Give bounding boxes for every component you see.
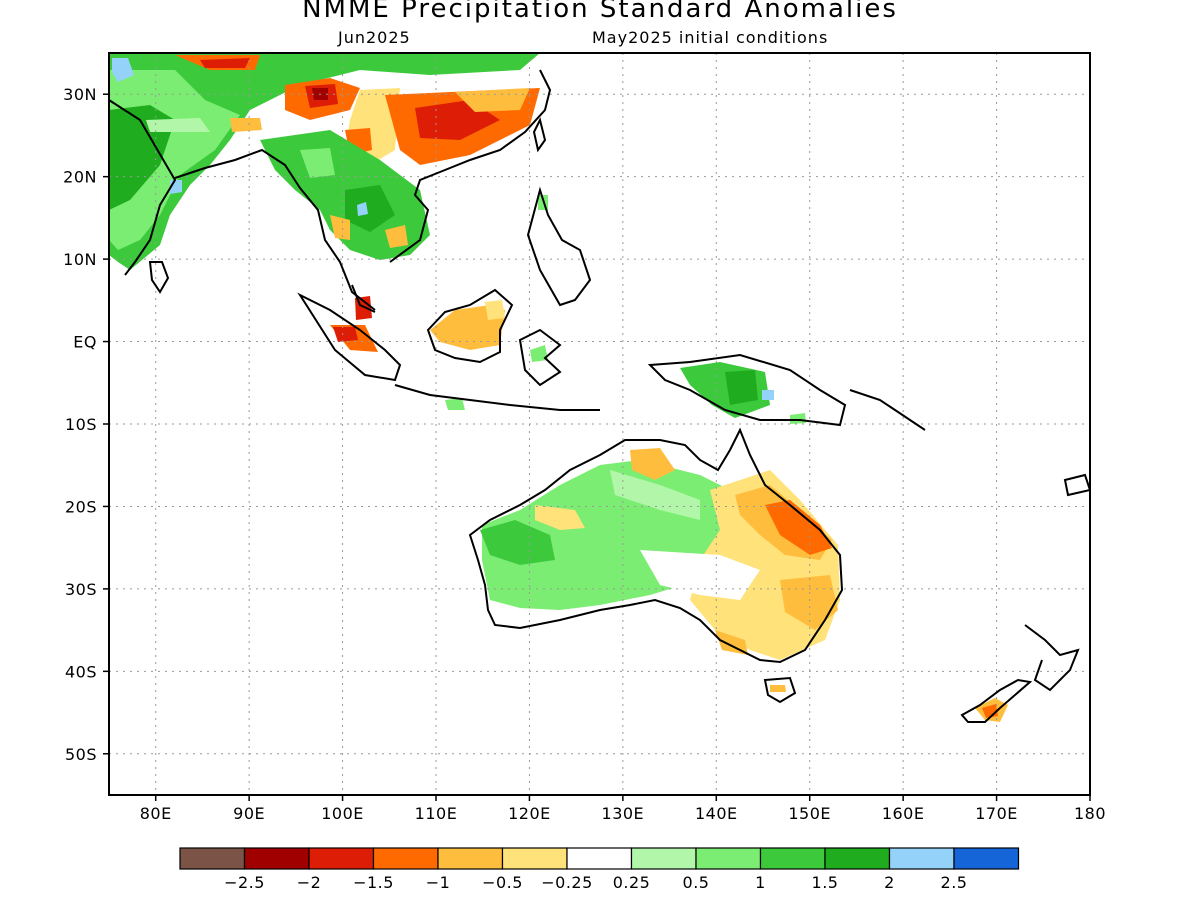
color-bar-label: −2 <box>297 873 322 892</box>
lon-tick-label: 90E <box>233 804 265 823</box>
central-australia-light-wet <box>610 470 700 520</box>
sri-lanka-coast <box>148 261 170 294</box>
new-guinea-coast <box>647 353 847 427</box>
color-bar-swatch <box>437 847 504 870</box>
sabah-slight-dry <box>485 300 505 320</box>
lon-tick-label: 80E <box>140 804 172 823</box>
longitude-labels: 80E 90E 100E 110E 120E 130E 140E 150E 160E 170E 18… <box>140 795 1106 823</box>
lat-tick-label: 20S <box>65 497 97 516</box>
color-bar-label: −1.5 <box>353 873 394 892</box>
bay-of-bengal-coast <box>174 148 376 311</box>
solomon-islands-coast <box>849 389 926 431</box>
australia-coast <box>468 427 844 664</box>
pilbara-slight-dry <box>535 505 585 530</box>
coastlines <box>109 69 1090 723</box>
tasmania-dry <box>770 685 786 692</box>
fiji-coast <box>1063 473 1090 497</box>
lat-tick-label: 40S <box>65 662 97 681</box>
sw-australia-strong-wet <box>480 520 555 565</box>
queensland-coast-dry <box>765 500 832 555</box>
latitude-labels: 30N 20N 10N EQ 10S 20S 30S 40S 50S <box>63 85 109 764</box>
color-bar-swatch <box>243 847 310 870</box>
color-bar-swatch <box>372 847 439 870</box>
color-bar-swatch <box>759 847 826 870</box>
thailand-strong-wet <box>345 185 395 232</box>
nz-south-coast <box>960 678 1033 723</box>
java-wet-spot <box>445 398 465 410</box>
cambodia-dry <box>385 225 408 248</box>
color-bar-swatch <box>630 847 697 870</box>
nw-himalaya-very-dry <box>200 58 250 68</box>
lon-tick-label: 120E <box>508 804 551 823</box>
lat-lon-grid <box>109 53 1090 795</box>
png-east-wet <box>790 413 806 424</box>
sumatra-coast <box>297 292 402 382</box>
lon-tick-label: 110E <box>415 804 458 823</box>
color-bar-labels: −2.5 −2 −1.5 −1 −0.5 −0.25 0.25 0.5 1 1.5 2 2.5 <box>224 873 967 892</box>
borneo-coast <box>426 288 514 364</box>
color-bar-label: 1 <box>755 873 766 892</box>
lat-tick-label: EQ <box>73 333 97 352</box>
south-china-sea-coast <box>389 69 552 263</box>
color-bar-label: 2 <box>884 873 895 892</box>
victoria-dry <box>715 630 748 655</box>
bhutan-dry <box>230 118 262 132</box>
color-bar-label: −0.25 <box>541 873 593 892</box>
sulawesi-wet-spot <box>530 345 548 362</box>
lon-tick-label: 170E <box>975 804 1018 823</box>
lon-tick-label: 130E <box>602 804 645 823</box>
india-light-wet <box>146 118 210 132</box>
color-bar-swatch <box>501 847 568 870</box>
java-lesser-sunda-coast <box>394 384 600 411</box>
borneo-dry-anomaly <box>430 305 505 350</box>
anomaly-field <box>109 53 1008 722</box>
color-bar-swatch <box>953 847 1020 870</box>
lon-tick-label: 180 <box>1074 804 1106 823</box>
myanmar-moderate-wet <box>300 148 335 178</box>
color-bar-label: 1.5 <box>812 873 839 892</box>
nz-north-coast <box>1024 624 1080 692</box>
lon-tick-label: 100E <box>321 804 364 823</box>
sulawesi-coast <box>518 328 562 387</box>
color-bar-label: 0.5 <box>683 873 710 892</box>
lat-tick-label: 20N <box>63 168 97 187</box>
lat-tick-label: 10N <box>63 250 97 269</box>
color-bar-label: −2.5 <box>224 873 265 892</box>
color-bar-label: 2.5 <box>941 873 968 892</box>
color-bar-label: −1 <box>426 873 451 892</box>
top-end-dry <box>630 448 675 480</box>
color-bar-label: −0.5 <box>482 873 523 892</box>
forecast-month: Jun2025 <box>338 28 411 47</box>
lat-tick-label: 50S <box>65 745 97 764</box>
new-guinea-very-wet <box>762 390 774 400</box>
color-bar-swatch <box>695 847 762 870</box>
sumatra-very-dry <box>333 327 358 342</box>
lon-tick-label: 150E <box>788 804 831 823</box>
map-title: NMME Precipitation Standard Anomalies <box>302 0 898 24</box>
lon-tick-label: 160E <box>882 804 925 823</box>
kashmir-very-wet <box>112 58 134 82</box>
color-bar-swatch <box>888 847 955 870</box>
sa-neutral <box>640 550 760 600</box>
color-bar-swatch <box>308 847 375 870</box>
color-bar-swatch <box>566 847 633 870</box>
india-coast <box>109 99 177 276</box>
new-guinea-strong-wet <box>725 370 758 405</box>
color-bar <box>179 847 1020 870</box>
philippines-coast <box>526 186 592 307</box>
malay-peninsula-coast <box>351 284 376 313</box>
initial-conditions: May2025 initial conditions <box>592 28 829 47</box>
taiwan-coast <box>532 117 547 153</box>
color-bar-swatch <box>179 847 246 870</box>
thailand-very-wet <box>357 202 368 216</box>
lat-tick-label: 10S <box>65 415 97 434</box>
color-bar-swatch <box>824 847 891 870</box>
tasmania-coast <box>763 676 797 704</box>
lat-tick-label: 30S <box>65 580 97 599</box>
color-bar-label: 0.25 <box>613 873 651 892</box>
lat-tick-label: 30N <box>63 85 97 104</box>
myanmar-coast-dry <box>330 215 350 240</box>
lon-tick-label: 140E <box>695 804 738 823</box>
